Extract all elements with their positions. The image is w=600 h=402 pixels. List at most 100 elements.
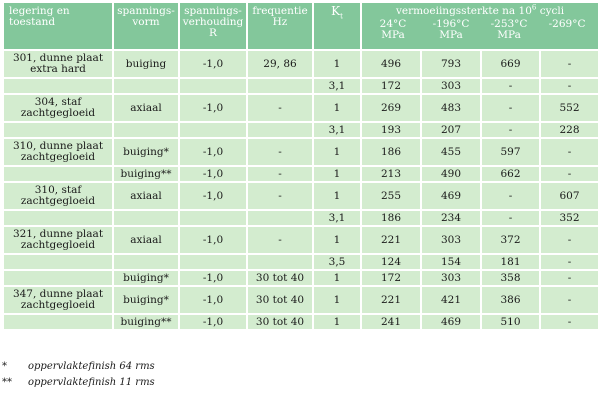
footnote-mark: *	[2, 361, 7, 372]
cell-form: buiging**	[112, 165, 180, 183]
cell-frequency	[246, 77, 314, 95]
cell-minus269c: -	[538, 77, 600, 95]
cell-minus196c: 793	[420, 49, 482, 79]
cell-minus196c: 455	[420, 137, 482, 167]
cell-ratio: -1,0	[178, 285, 248, 315]
cell-minus269c: -	[538, 269, 600, 287]
cell-kt: 1	[312, 225, 362, 255]
header-material: legering en toestand	[2, 1, 114, 51]
header-temp-unit: MPa	[497, 29, 521, 41]
header-temperatures: 24°C MPa -196°C MPa -253°C MPa -269°C	[364, 19, 596, 41]
footnote-text: oppervlaktefinish 64 rms	[28, 361, 155, 372]
cell-minus196c: 207	[420, 121, 482, 139]
header-kt-main: K	[331, 4, 341, 18]
table-row: 301, dunne plaat extra hard buiging -1,0 29…	[2, 49, 600, 79]
cell-form: axiaal	[112, 93, 180, 123]
cell-minus253c: 669	[480, 49, 541, 79]
cell-ratio: -1,0	[178, 225, 248, 255]
cell-minus253c: -	[480, 77, 541, 95]
cell-kt: 1	[312, 93, 362, 123]
table-row: 321, dunne plaat zachtgegloeid axiaal -1,0…	[2, 225, 600, 255]
table-row: buiging** -1,0 30 tot 40 1 241 469 510-	[2, 313, 600, 331]
cell-24c: 124	[360, 253, 422, 271]
cell-minus269c: -	[538, 225, 600, 255]
table-row: 3,1 172 303- -	[2, 77, 600, 95]
cell-form: buiging*	[112, 137, 180, 167]
cell-ratio	[178, 253, 248, 271]
cell-frequency: -	[246, 93, 314, 123]
cell-24c: 221	[360, 285, 422, 315]
cell-ratio: -1,0	[178, 181, 248, 211]
cell-material	[2, 269, 114, 287]
cell-form: buiging	[112, 49, 180, 79]
cell-material: 301, dunne plaat extra hard	[2, 49, 114, 79]
cell-material	[2, 313, 114, 331]
cell-form: axiaal	[112, 225, 180, 255]
cell-material	[2, 121, 114, 139]
cell-minus196c: 469	[420, 313, 482, 331]
cell-24c: 241	[360, 313, 422, 331]
cell-frequency: -	[246, 165, 314, 183]
header-frequency: frequentie Hz	[246, 1, 314, 51]
footnote-text: oppervlaktefinish 11 rms	[28, 377, 155, 388]
cell-ratio: -1,0	[178, 269, 248, 287]
cell-minus253c: 597	[480, 137, 541, 167]
cell-form	[112, 253, 180, 271]
cell-frequency: 30 tot 40	[246, 285, 314, 315]
cell-kt: 1	[312, 165, 362, 183]
cell-minus269c: -	[538, 137, 600, 167]
cell-kt: 3,1	[312, 209, 362, 227]
footnotes: * oppervlaktefinish 64 rms ** oppervlakt…	[2, 359, 598, 391]
cell-form: buiging**	[112, 313, 180, 331]
cell-minus196c: 154	[420, 253, 482, 271]
header-form: spannings- vorm	[112, 1, 180, 51]
header-temp-269: -269°C	[538, 19, 596, 41]
cell-minus269c: -	[538, 253, 600, 271]
cell-kt: 3,1	[312, 121, 362, 139]
cell-minus253c: 510	[480, 313, 541, 331]
cell-kt: 1	[312, 181, 362, 211]
fatigue-strength-table: legering en toestand spannings- vorm spa…	[2, 1, 600, 331]
cell-ratio: -1,0	[178, 49, 248, 79]
header-ratio: spannings- verhouding R	[178, 1, 248, 51]
header-temp-unit: MPa	[381, 29, 405, 41]
cell-form	[112, 121, 180, 139]
cell-ratio: -1,0	[178, 313, 248, 331]
cell-kt: 3,5	[312, 253, 362, 271]
cell-minus253c: -	[480, 93, 541, 123]
cell-24c: 186	[360, 137, 422, 167]
cell-minus196c: 490	[420, 165, 482, 183]
cell-minus196c: 469	[420, 181, 482, 211]
table-row: 310, dunne plaat zachtgegloeid buiging* - 1…	[2, 137, 600, 167]
cell-minus253c: -	[480, 209, 541, 227]
header-fatigue-tail: cycli	[536, 5, 565, 17]
cell-minus269c: -	[538, 165, 600, 183]
header-temp-unit: MPa	[439, 29, 463, 41]
cell-minus196c: 234	[420, 209, 482, 227]
cell-ratio	[178, 121, 248, 139]
cell-24c: 213	[360, 165, 422, 183]
cell-minus196c: 483	[420, 93, 482, 123]
table-row: 3,1 193 207-228	[2, 121, 600, 139]
cell-material	[2, 165, 114, 183]
cell-24c: 193	[360, 121, 422, 139]
table-row: buiging** -1,0-1 213 490 662-	[2, 165, 600, 183]
table-header-row: legering en toestand spannings- vorm spa…	[2, 1, 600, 51]
table-row: buiging* -1,0 30 tot 40 1 172 303 358-	[2, 269, 600, 287]
cell-minus269c: 352	[538, 209, 600, 227]
footnote-mark: **	[2, 377, 12, 388]
cell-kt: 1	[312, 285, 362, 315]
table-row: 304, staf zachtgegloeid axiaal -1,0-1 269 48…	[2, 93, 600, 123]
cell-minus269c: 228	[538, 121, 600, 139]
cell-form	[112, 77, 180, 95]
cell-24c: 269	[360, 93, 422, 123]
header-fatigue-title: vermoeiingssterkte na 106 cycli	[364, 4, 596, 17]
cell-material: 304, staf zachtgegloeid	[2, 93, 114, 123]
cell-frequency: 30 tot 40	[246, 313, 314, 331]
cell-frequency: -	[246, 181, 314, 211]
cell-material: 310, dunne plaat zachtgegloeid	[2, 137, 114, 167]
cell-ratio: -1,0	[178, 165, 248, 183]
cell-material	[2, 77, 114, 95]
cell-frequency: 29, 86	[246, 49, 314, 79]
header-temp-253: -253°C MPa	[480, 19, 538, 41]
